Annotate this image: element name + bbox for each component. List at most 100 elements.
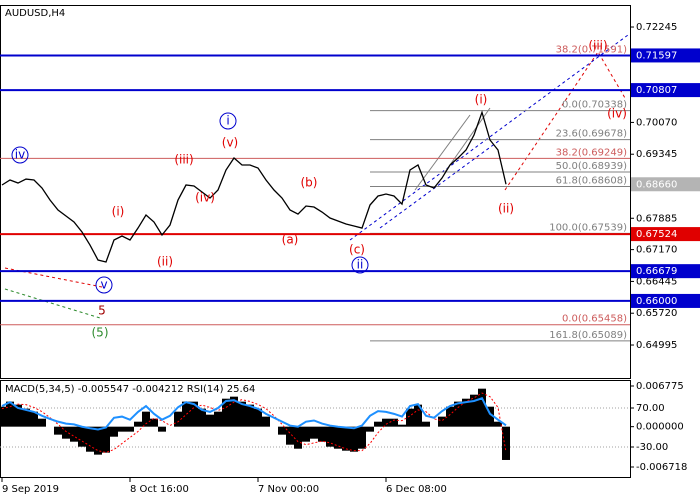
level-label: 0.67524 bbox=[636, 229, 677, 240]
level-label: 0.71597 bbox=[636, 50, 677, 61]
fib-label: 23.6(0.69678) bbox=[556, 129, 628, 140]
fib-label: 61.8(0.68608) bbox=[556, 176, 628, 187]
macd-bar bbox=[110, 426, 118, 437]
x-tick-label: 9 Sep 2019 bbox=[2, 484, 59, 495]
level-label: 0.66679 bbox=[636, 266, 677, 277]
wave-circle bbox=[95, 276, 113, 294]
level-label-box bbox=[631, 83, 700, 98]
x-tick-label: 8 Oct 16:00 bbox=[130, 484, 189, 495]
fib-label: 0.0(0.65458) bbox=[562, 314, 627, 325]
macd-bar bbox=[0, 406, 6, 427]
main-panel-frame bbox=[0, 5, 631, 379]
macd-bar bbox=[326, 426, 334, 447]
macd-bar bbox=[214, 411, 222, 427]
y-tick-label: 0.65720 bbox=[636, 308, 677, 319]
wave-circle bbox=[351, 256, 369, 274]
level-label: 0.66000 bbox=[636, 296, 677, 307]
wave-circle bbox=[219, 112, 237, 130]
fib-label: 38.2(0.69249) bbox=[556, 147, 628, 158]
wave-label: ii bbox=[357, 258, 364, 272]
wave-circle bbox=[11, 146, 29, 164]
wave-label: (i) bbox=[112, 205, 125, 219]
level-label-box bbox=[631, 293, 700, 308]
macd-bar bbox=[22, 408, 30, 427]
macd-bar bbox=[350, 426, 358, 452]
y-tick-label: 0.006775 bbox=[636, 381, 684, 392]
chart-title: AUDUSD,H4 bbox=[5, 8, 65, 19]
y-tick-label: 0.70070 bbox=[636, 117, 677, 128]
y-tick-label: 0.67885 bbox=[636, 213, 677, 224]
x-tick-label: 7 Nov 00:00 bbox=[258, 484, 319, 495]
wave-label: (a) bbox=[282, 233, 299, 247]
wave-label: (iv) bbox=[195, 191, 215, 205]
projection-line bbox=[4, 288, 101, 319]
macd-bar bbox=[294, 426, 302, 449]
macd-bar bbox=[342, 426, 350, 451]
macd-bar bbox=[414, 404, 422, 427]
macd-bar bbox=[494, 421, 502, 427]
wave-label: (5) bbox=[92, 326, 109, 340]
fib-label: 50.0(0.68939) bbox=[556, 161, 628, 172]
wave-label: (c) bbox=[349, 243, 365, 257]
level-label-box bbox=[631, 264, 700, 279]
fib-label: 0.0(0.70338) bbox=[562, 100, 627, 111]
macd-bar bbox=[230, 396, 238, 427]
macd-bar bbox=[238, 401, 246, 427]
wave-label: iv bbox=[15, 148, 25, 162]
macd-bar bbox=[38, 418, 46, 427]
wave-label: (ii) bbox=[498, 202, 514, 216]
macd-bar bbox=[422, 421, 430, 427]
macd-bar bbox=[246, 404, 254, 427]
current-price-label: 0.68660 bbox=[636, 179, 677, 190]
macd-bar bbox=[182, 401, 190, 427]
y-tick-label: 0.67170 bbox=[636, 245, 677, 256]
macd-bar bbox=[486, 406, 494, 427]
macd-bar bbox=[318, 426, 326, 442]
macd-bar bbox=[382, 418, 390, 427]
macd-bar bbox=[78, 426, 86, 447]
macd-bar bbox=[302, 426, 310, 442]
macd-bar bbox=[438, 416, 446, 427]
current-price-box bbox=[631, 177, 700, 192]
macd-bar bbox=[398, 424, 406, 427]
wave-label: 5 bbox=[98, 304, 106, 318]
projection-line bbox=[504, 51, 626, 191]
price-line bbox=[1, 110, 507, 263]
x-tick-label: 6 Dec 08:00 bbox=[386, 484, 447, 495]
macd-bar bbox=[358, 426, 366, 449]
macd-bar bbox=[126, 426, 134, 432]
macd-bar bbox=[118, 426, 126, 432]
macd-bar bbox=[286, 426, 294, 445]
macd-bar bbox=[70, 426, 78, 442]
y-tick-label: 0.000000 bbox=[636, 422, 684, 433]
macd-bar bbox=[502, 426, 510, 460]
level-label-box bbox=[631, 227, 700, 242]
y2-tick-label: -30.00 bbox=[636, 442, 668, 453]
y2-tick-label: 70.00 bbox=[636, 403, 665, 414]
wave-label: (iii) bbox=[588, 39, 607, 53]
macd-bar bbox=[14, 404, 22, 427]
rsi-line bbox=[1, 397, 507, 431]
macd-bar bbox=[470, 394, 478, 427]
macd-bar bbox=[454, 401, 462, 427]
wave-label: (i) bbox=[475, 93, 488, 107]
macd-bar bbox=[462, 398, 470, 427]
macd-bar bbox=[262, 416, 270, 427]
macd-bar bbox=[198, 408, 206, 427]
y-tick-label: 0.69345 bbox=[636, 149, 677, 160]
macd-bar bbox=[6, 401, 14, 427]
macd-bar bbox=[206, 414, 214, 427]
macd-bar bbox=[102, 426, 110, 453]
macd-bar bbox=[30, 411, 38, 427]
macd-bar bbox=[406, 408, 414, 427]
fib-label: 38.2(0.71591) bbox=[556, 45, 628, 56]
macd-bar bbox=[150, 418, 158, 427]
macd-bar bbox=[254, 408, 262, 427]
macd-bar bbox=[334, 426, 342, 449]
macd-bar bbox=[374, 421, 382, 427]
wave-label: (iii) bbox=[174, 153, 193, 167]
macd-bar bbox=[174, 411, 182, 427]
level-label-box bbox=[631, 48, 700, 63]
